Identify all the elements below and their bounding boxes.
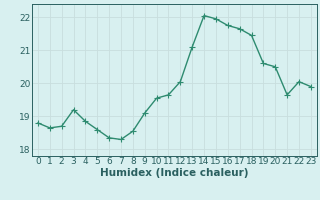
X-axis label: Humidex (Indice chaleur): Humidex (Indice chaleur) [100,168,249,178]
